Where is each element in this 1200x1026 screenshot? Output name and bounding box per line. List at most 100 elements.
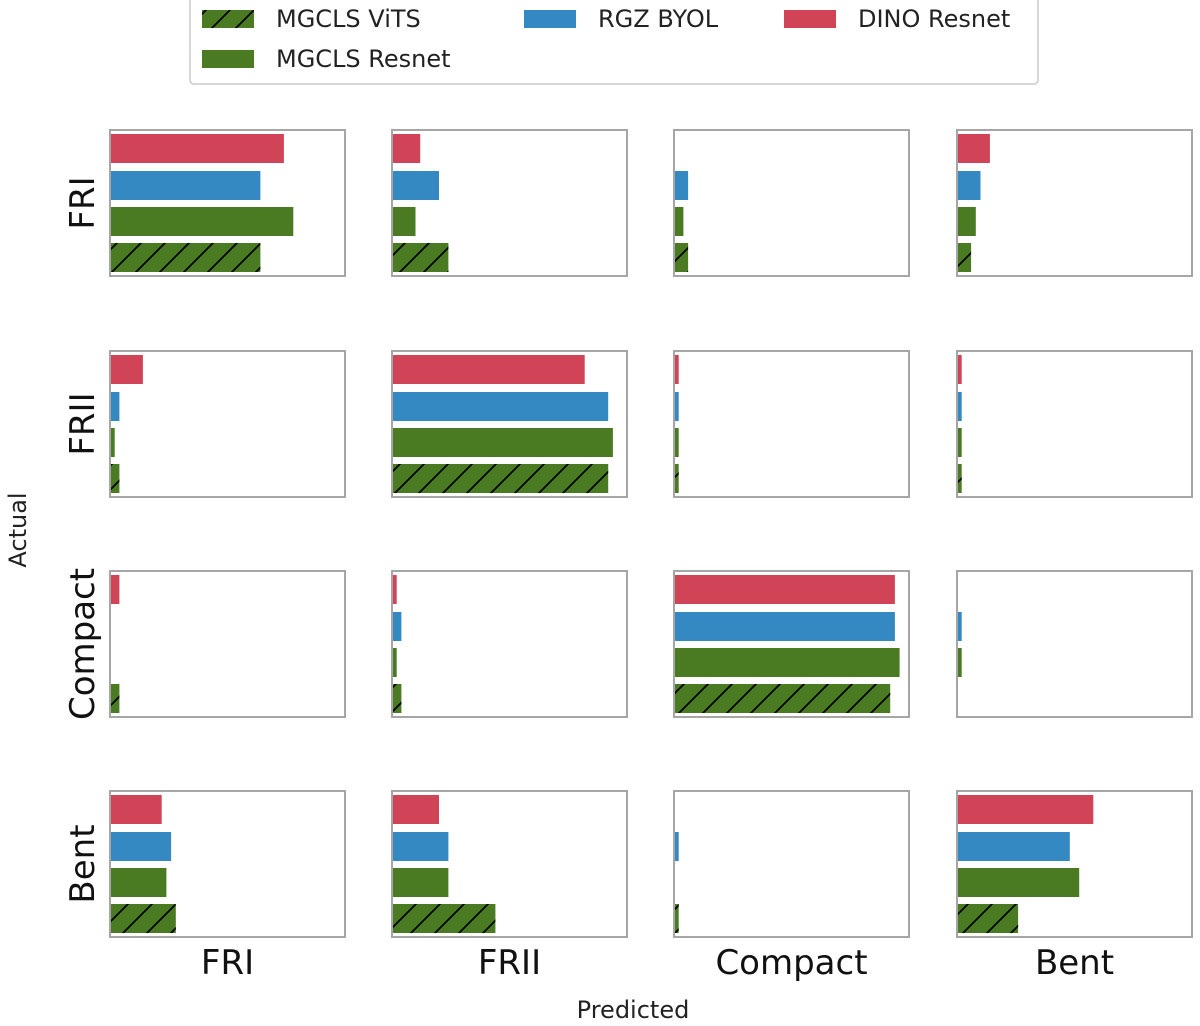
bar-bent-frii-dino-resnet <box>392 795 439 824</box>
panel-compact-compact <box>673 570 910 718</box>
panel-background <box>957 351 1192 497</box>
bar-frii-fri-dino-resnet <box>110 355 143 384</box>
panel-frame <box>109 790 346 938</box>
panel-frame <box>673 350 910 498</box>
panel-fri-fri <box>109 129 346 277</box>
y-axis-title: Actual <box>4 492 32 567</box>
row-label-compact: Compact <box>63 568 103 720</box>
x-axis-title: Predicted <box>577 996 690 1024</box>
bar-frii-fri-rgz-byol <box>110 392 120 421</box>
legend: MGCLS ViTS RGZ BYOL DINO Resnet MGCLS Resne… <box>189 0 1039 85</box>
panel-background <box>674 130 909 276</box>
bar-hatch-fri-compact <box>674 243 689 272</box>
legend-label-mgcls-resnet: MGCLS Resnet <box>276 45 451 73</box>
panel-frame <box>673 129 910 277</box>
col-label-bent: Bent <box>1035 943 1114 983</box>
bar-fri-compact-mgcls-resnet <box>674 207 684 236</box>
panel-bent-compact <box>673 790 910 938</box>
legend-swatch-mgcls-resnet <box>202 50 254 68</box>
panel-frii-compact <box>673 350 910 498</box>
panel-bent-bent <box>956 790 1193 938</box>
bar-compact-frii-mgcls-resnet <box>392 648 397 677</box>
bar-fri-frii-rgz-byol <box>392 171 439 200</box>
bar-hatch-bent-bent <box>957 904 1019 933</box>
legend-swatch-dino-resnet <box>784 10 836 28</box>
legend-label-dino-resnet: DINO Resnet <box>858 5 1010 33</box>
bar-frii-fri-mgcls-resnet <box>110 428 115 457</box>
panel-compact-fri <box>109 570 346 718</box>
panel-frii-fri <box>109 350 346 498</box>
bar-frii-bent-mgcls-resnet <box>957 428 962 457</box>
bar-bent-bent-dino-resnet <box>957 795 1094 824</box>
bar-compact-compact-rgz-byol <box>674 612 895 641</box>
panel-background <box>674 351 909 497</box>
row-label-bent: Bent <box>63 824 103 903</box>
panel-frame <box>391 350 628 498</box>
bar-fri-frii-dino-resnet <box>392 134 421 163</box>
bar-compact-frii-dino-resnet <box>392 575 397 604</box>
legend-label-rgz-byol: RGZ BYOL <box>598 5 719 33</box>
legend-swatch-hatch-mgcls-vits <box>202 10 254 28</box>
bar-frii-frii-dino-resnet <box>392 355 585 384</box>
bar-bent-frii-mgcls-resnet <box>392 868 449 897</box>
panel-background <box>110 351 345 497</box>
panel-fri-compact <box>673 129 910 277</box>
bar-hatch-bent-frii <box>392 904 496 933</box>
legend-swatch-rgz-byol <box>524 10 576 28</box>
panel-frame <box>109 350 346 498</box>
bar-fri-bent-rgz-byol <box>957 171 981 200</box>
bar-frii-frii-rgz-byol <box>392 392 609 421</box>
bar-fri-fri-rgz-byol <box>110 171 261 200</box>
bar-fri-compact-rgz-byol <box>674 171 689 200</box>
panel-frii-frii <box>391 350 628 498</box>
col-label-compact: Compact <box>715 943 867 983</box>
bar-bent-bent-rgz-byol <box>957 832 1070 861</box>
bar-fri-bent-mgcls-resnet <box>957 207 976 236</box>
bar-fri-frii-mgcls-resnet <box>392 207 416 236</box>
row-label-frii: FRII <box>63 392 103 455</box>
panel-frame <box>956 129 1193 277</box>
panel-background <box>957 571 1192 717</box>
bar-bent-fri-mgcls-resnet <box>110 868 167 897</box>
bar-compact-compact-mgcls-resnet <box>674 648 900 677</box>
bar-frii-compact-dino-resnet <box>674 355 679 384</box>
bar-hatch-bent-compact <box>674 904 679 933</box>
axis-labels: FRI FRII Compact Bent FRI FRII Compact Bent Pred… <box>4 176 1114 1024</box>
bar-frii-compact-mgcls-resnet <box>674 428 679 457</box>
bar-compact-compact-dino-resnet <box>674 575 895 604</box>
bar-hatch-fri-fri <box>110 243 261 272</box>
bar-hatch-bent-fri <box>110 904 176 933</box>
panel-frame <box>673 570 910 718</box>
bar-fri-fri-dino-resnet <box>110 134 284 163</box>
bar-hatch-compact-fri <box>110 684 120 713</box>
bar-bent-bent-mgcls-resnet <box>957 868 1080 897</box>
bar-hatch-frii-bent <box>957 464 962 493</box>
bar-frii-compact-rgz-byol <box>674 392 679 421</box>
row-label-fri: FRI <box>63 176 103 229</box>
panel-fri-frii <box>391 129 628 277</box>
bar-hatch-compact-frii <box>392 684 402 713</box>
panel-background <box>110 571 345 717</box>
bar-hatch-fri-bent <box>957 243 972 272</box>
panel-frame <box>109 129 346 277</box>
panel-frame <box>391 790 628 938</box>
bar-hatch-compact-compact <box>674 684 891 713</box>
bar-hatch-frii-compact <box>674 464 679 493</box>
bar-compact-bent-rgz-byol <box>957 612 962 641</box>
bar-frii-bent-dino-resnet <box>957 355 962 384</box>
bar-bent-frii-rgz-byol <box>392 832 449 861</box>
col-label-frii: FRII <box>478 943 541 983</box>
bar-compact-bent-mgcls-resnet <box>957 648 962 677</box>
bar-bent-fri-dino-resnet <box>110 795 162 824</box>
bar-frii-bent-rgz-byol <box>957 392 962 421</box>
panel-frame <box>391 570 628 718</box>
panel-frame <box>109 570 346 718</box>
panel-frame <box>956 350 1193 498</box>
bar-bent-fri-rgz-byol <box>110 832 172 861</box>
panel-compact-frii <box>391 570 628 718</box>
legend-label-mgcls-vits: MGCLS ViTS <box>276 5 421 33</box>
panel-frame <box>956 570 1193 718</box>
panel-background <box>392 571 627 717</box>
panel-frame <box>956 790 1193 938</box>
